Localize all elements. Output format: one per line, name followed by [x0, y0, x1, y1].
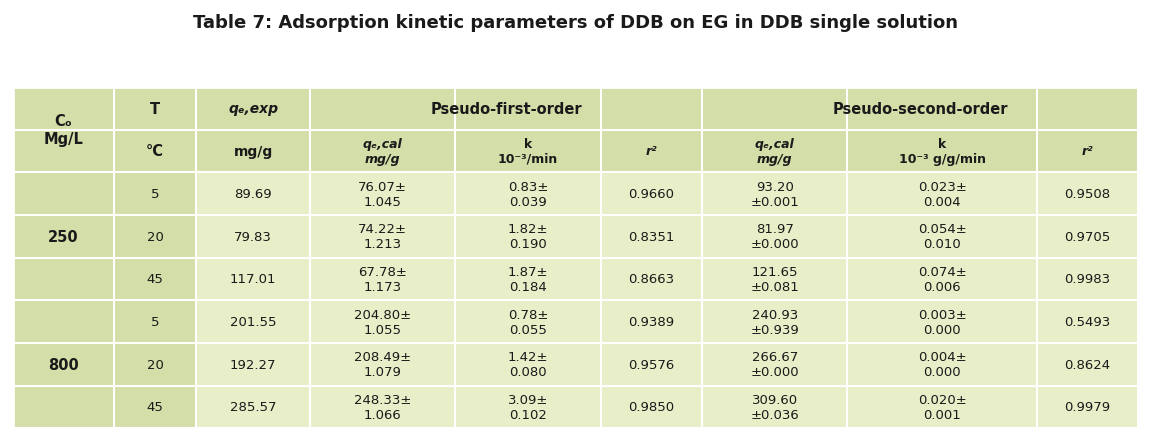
Text: qₑ,cal
mg/g: qₑ,cal mg/g	[755, 138, 794, 165]
Text: 0.9508: 0.9508	[1065, 187, 1111, 201]
Text: 248.33±
1.066: 248.33± 1.066	[355, 393, 411, 421]
Text: 201.55: 201.55	[230, 316, 276, 329]
Text: 285.57: 285.57	[230, 401, 276, 414]
Text: 79.83: 79.83	[234, 230, 272, 243]
Text: 0.9389: 0.9389	[628, 316, 674, 329]
Text: 81.97
±0.000: 81.97 ±0.000	[750, 223, 799, 251]
Text: 309.60
±0.036: 309.60 ±0.036	[750, 393, 799, 421]
Text: 192.27: 192.27	[230, 358, 276, 371]
Text: 204.80±
1.055: 204.80± 1.055	[355, 308, 411, 336]
Text: 5: 5	[151, 316, 159, 329]
Text: 0.8351: 0.8351	[628, 230, 674, 243]
Text: mg/g: mg/g	[234, 145, 273, 158]
Text: 0.074±
0.006: 0.074± 0.006	[917, 265, 967, 293]
Text: 250: 250	[48, 229, 78, 244]
Text: 67.78±
1.173: 67.78± 1.173	[358, 265, 407, 293]
Text: 45: 45	[146, 273, 163, 286]
Text: 0.8663: 0.8663	[628, 273, 674, 286]
Text: 0.004±
0.000: 0.004± 0.000	[917, 351, 967, 378]
Text: r²: r²	[1082, 145, 1093, 158]
Text: 117.01: 117.01	[230, 273, 276, 286]
Text: 0.9705: 0.9705	[1065, 230, 1111, 243]
Text: 0.83±
0.039: 0.83± 0.039	[508, 180, 548, 208]
Text: T: T	[150, 102, 160, 116]
Text: k
10⁻³/min: k 10⁻³/min	[498, 138, 558, 165]
Text: 76.07±
1.045: 76.07± 1.045	[358, 180, 407, 208]
Text: 0.9983: 0.9983	[1065, 273, 1111, 286]
Text: 0.054±
0.010: 0.054± 0.010	[917, 223, 967, 251]
Text: 20: 20	[146, 230, 163, 243]
Text: k
10⁻³ g/g/min: k 10⁻³ g/g/min	[899, 138, 985, 165]
Text: Pseudo-first-order: Pseudo-first-order	[430, 102, 581, 116]
Text: 0.020±
0.001: 0.020± 0.001	[917, 393, 967, 421]
Text: 208.49±
1.079: 208.49± 1.079	[355, 351, 411, 378]
Text: 0.8624: 0.8624	[1065, 358, 1111, 371]
Text: Table 7: Adsorption kinetic parameters of DDB on EG in DDB single solution: Table 7: Adsorption kinetic parameters o…	[193, 14, 958, 32]
Text: 0.5493: 0.5493	[1065, 316, 1111, 329]
Text: Pseudo-second-order: Pseudo-second-order	[832, 102, 1008, 116]
Text: 240.93
±0.939: 240.93 ±0.939	[750, 308, 799, 336]
Text: 20: 20	[146, 358, 163, 371]
Text: 0.9660: 0.9660	[628, 187, 674, 201]
Text: 800: 800	[48, 357, 78, 372]
Text: 1.82±
0.190: 1.82± 0.190	[508, 223, 548, 251]
Text: 5: 5	[151, 187, 159, 201]
Text: 1.42±
0.080: 1.42± 0.080	[508, 351, 548, 378]
Text: 121.65
±0.081: 121.65 ±0.081	[750, 265, 799, 293]
Text: 0.023±
0.004: 0.023± 0.004	[917, 180, 967, 208]
Text: 0.9576: 0.9576	[628, 358, 674, 371]
Text: 93.20
±0.001: 93.20 ±0.001	[750, 180, 799, 208]
Text: Cₒ
Mg/L: Cₒ Mg/L	[44, 114, 83, 146]
Text: °C: °C	[146, 144, 165, 159]
Text: qₑ,exp: qₑ,exp	[228, 102, 279, 116]
Text: 45: 45	[146, 401, 163, 414]
Text: 1.87±
0.184: 1.87± 0.184	[508, 265, 548, 293]
Text: 89.69: 89.69	[235, 187, 272, 201]
Text: 0.003±
0.000: 0.003± 0.000	[917, 308, 967, 336]
Text: 0.9850: 0.9850	[628, 401, 674, 414]
Text: 74.22±
1.213: 74.22± 1.213	[358, 223, 407, 251]
Text: 0.78±
0.055: 0.78± 0.055	[508, 308, 548, 336]
Text: 0.9979: 0.9979	[1065, 401, 1111, 414]
Text: 3.09±
0.102: 3.09± 0.102	[508, 393, 548, 421]
Text: r²: r²	[646, 145, 657, 158]
Text: 266.67
±0.000: 266.67 ±0.000	[750, 351, 799, 378]
Text: qₑ,cal
mg/g: qₑ,cal mg/g	[363, 138, 403, 165]
